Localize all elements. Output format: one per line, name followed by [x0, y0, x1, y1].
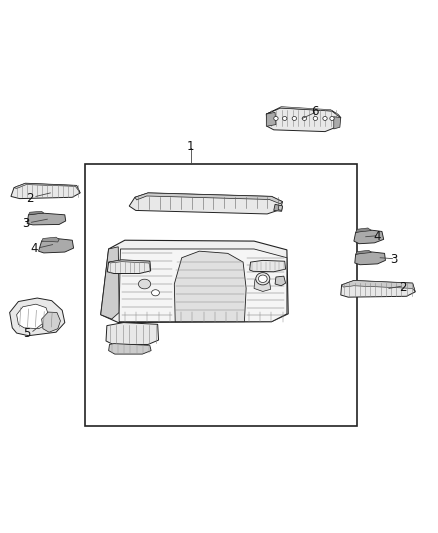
Ellipse shape [152, 290, 159, 296]
Ellipse shape [274, 117, 278, 120]
Polygon shape [356, 228, 371, 232]
Polygon shape [119, 249, 287, 322]
Polygon shape [356, 251, 371, 254]
Text: 3: 3 [391, 253, 398, 266]
Polygon shape [17, 304, 49, 329]
Ellipse shape [292, 117, 297, 120]
Polygon shape [27, 213, 66, 225]
Polygon shape [266, 108, 341, 132]
Polygon shape [42, 237, 59, 242]
Ellipse shape [138, 279, 151, 289]
Ellipse shape [302, 117, 307, 120]
Polygon shape [334, 117, 341, 129]
Ellipse shape [258, 275, 267, 282]
Text: 2: 2 [26, 192, 34, 205]
Polygon shape [342, 280, 415, 292]
Polygon shape [254, 280, 271, 292]
Polygon shape [278, 205, 283, 211]
Polygon shape [42, 312, 60, 332]
Polygon shape [39, 238, 74, 253]
Ellipse shape [330, 117, 334, 120]
Ellipse shape [283, 117, 287, 120]
Polygon shape [354, 230, 384, 244]
Polygon shape [250, 260, 286, 272]
Text: 4: 4 [30, 243, 38, 255]
Bar [85, 164, 357, 426]
Text: 2: 2 [399, 281, 407, 294]
Polygon shape [274, 204, 283, 211]
Polygon shape [106, 322, 159, 344]
Polygon shape [355, 252, 385, 265]
Text: 4: 4 [374, 230, 381, 243]
Polygon shape [275, 276, 286, 286]
Polygon shape [107, 260, 151, 273]
Text: 3: 3 [22, 217, 29, 230]
Polygon shape [11, 183, 80, 199]
Text: 5: 5 [24, 327, 31, 340]
Polygon shape [101, 247, 119, 319]
Text: 6: 6 [311, 104, 319, 117]
Ellipse shape [323, 117, 327, 120]
Ellipse shape [256, 273, 270, 285]
Polygon shape [10, 298, 65, 336]
Polygon shape [14, 183, 80, 193]
Polygon shape [129, 193, 283, 214]
Polygon shape [101, 240, 288, 322]
Polygon shape [109, 344, 151, 354]
Polygon shape [109, 260, 151, 271]
Polygon shape [266, 107, 341, 118]
Polygon shape [28, 211, 44, 215]
Ellipse shape [313, 117, 318, 120]
Polygon shape [341, 280, 415, 297]
Polygon shape [174, 251, 246, 322]
Polygon shape [266, 112, 276, 126]
Polygon shape [135, 193, 283, 204]
Text: 1: 1 [187, 140, 194, 152]
